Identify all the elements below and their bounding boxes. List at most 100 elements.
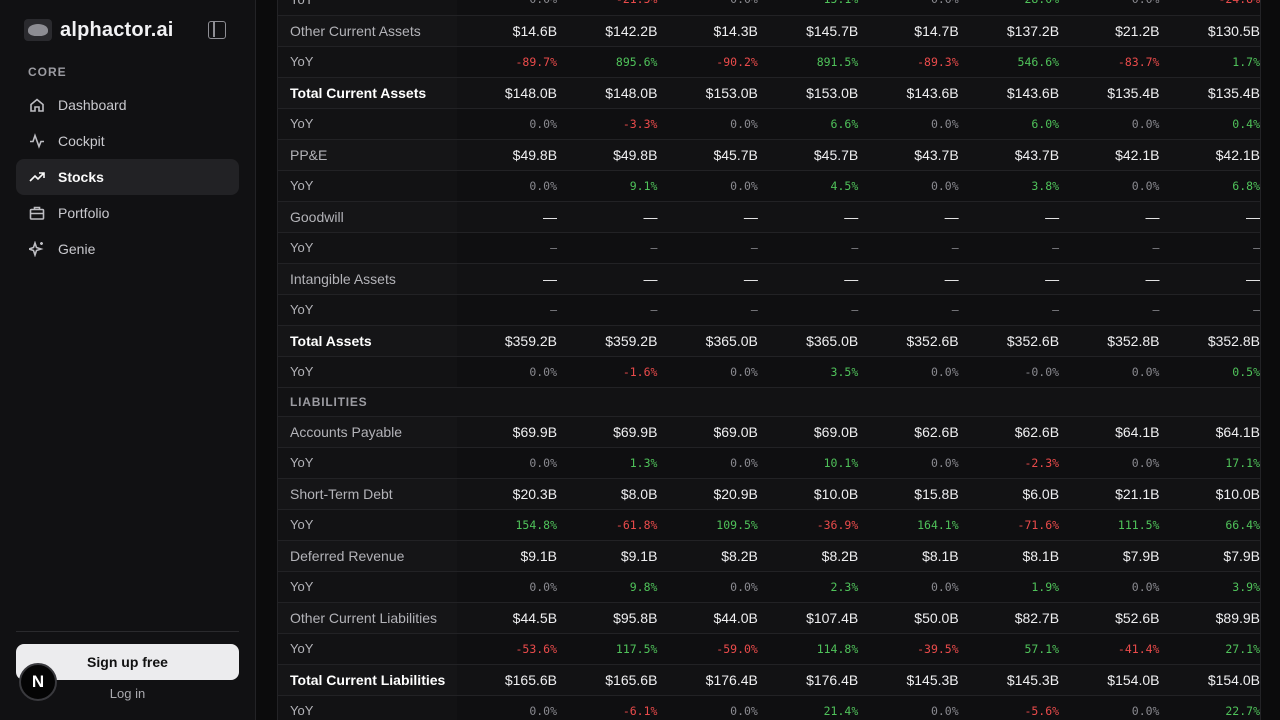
yoy-row: YoY 0.0% 9.1% 0.0% 4.5% 0.0% 3.8% 0.0% 6.8% xyxy=(278,170,1260,202)
sidebar-item-stocks[interactable]: Stocks xyxy=(16,159,239,195)
yoy-cell: — xyxy=(1159,294,1260,326)
value-cell: $145.3B xyxy=(958,664,1060,696)
value-cell: $82.7B xyxy=(958,602,1060,634)
yoy-cell: 0.0% xyxy=(456,447,558,479)
yoy-cell: 3.9% xyxy=(1159,571,1260,603)
yoy-cell: 114.8% xyxy=(757,633,859,665)
yoy-cell: 9.1% xyxy=(557,170,658,202)
value-cell: $44.5B xyxy=(456,602,558,634)
value-cell: $352.6B xyxy=(858,325,959,357)
value-cell: — xyxy=(1159,263,1260,295)
yoy-cell: 0.0% xyxy=(657,108,758,140)
value-cell: — xyxy=(858,263,959,295)
yoy-cell: 1.7% xyxy=(1159,46,1260,78)
yoy-cell: 3.8% xyxy=(958,170,1060,202)
yoy-cell: -2.3% xyxy=(958,447,1060,479)
sidebar-item-genie[interactable]: Genie xyxy=(16,231,239,267)
yoy-cell: — xyxy=(1059,232,1160,264)
table-row: Total Assets $359.2B $359.2B $365.0B $365.0B… xyxy=(278,325,1260,357)
yoy-cell: 6.8% xyxy=(1159,170,1260,202)
yoy-row: YoY — — — — — — — — xyxy=(278,232,1260,264)
value-cell: $145.3B xyxy=(858,664,959,696)
yoy-cell: 0.4% xyxy=(1159,108,1260,140)
yoy-cell: 111.5% xyxy=(1059,509,1160,541)
sidebar-item-label: Cockpit xyxy=(58,133,105,149)
yoy-row: YoY 0.0% -6.1% 0.0% 21.4% 0.0% -5.6% 0.0% 22.7% xyxy=(278,695,1260,720)
brand-name: alphactor.ai xyxy=(60,18,174,41)
yoy-cell: -5.6% xyxy=(958,695,1060,720)
sidebar-item-cockpit[interactable]: Cockpit xyxy=(16,123,239,159)
table-row: Total Current Liabilities $165.6B $165.6B $… xyxy=(278,664,1260,696)
value-cell: $153.0B xyxy=(757,77,859,109)
yoy-cell: 22.7% xyxy=(1159,695,1260,720)
collapse-sidebar-icon[interactable] xyxy=(208,21,226,39)
value-cell: $7.9B xyxy=(1059,540,1160,572)
value-cell: $165.6B xyxy=(557,664,658,696)
yoy-cell: — xyxy=(1159,232,1260,264)
yoy-cell: 0.0% xyxy=(657,695,758,720)
value-cell: $135.4B xyxy=(1059,77,1160,109)
yoy-cell: 0.0% xyxy=(456,571,558,603)
value-cell: $8.2B xyxy=(757,540,859,572)
row-label: YoY xyxy=(278,695,457,720)
table-row: Other Current Liabilities $44.5B $95.8B $44… xyxy=(278,602,1260,634)
table-row: Other Current Assets $14.6B $142.2B $14.3B $… xyxy=(278,15,1260,47)
yoy-cell: -36.9% xyxy=(757,509,859,541)
balance-sheet-table: YoY0.0%-21.5%0.0%15.1%0.0%28.0%0.0%-24.8… xyxy=(278,0,1260,720)
yoy-cell: — xyxy=(858,294,959,326)
row-label: Accounts Payable xyxy=(278,416,457,448)
yoy-cell: 117.5% xyxy=(557,633,658,665)
value-cell: $69.9B xyxy=(557,416,658,448)
row-label: Total Current Liabilities xyxy=(278,664,457,696)
table-row: Short-Term Debt $20.3B $8.0B $20.9B $10.0B $1… xyxy=(278,478,1260,510)
yoy-cell: -89.3% xyxy=(858,46,959,78)
value-cell: $62.6B xyxy=(958,416,1060,448)
sidebar-divider xyxy=(16,631,239,632)
value-cell: $143.6B xyxy=(858,77,959,109)
yoy-cell: 0.0% xyxy=(1059,571,1160,603)
yoy-cell: -71.6% xyxy=(958,509,1060,541)
value-cell: — xyxy=(456,263,558,295)
value-cell: $21.2B xyxy=(1059,15,1160,47)
value-cell: $64.1B xyxy=(1059,416,1160,448)
yoy-cell: -61.8% xyxy=(557,509,658,541)
yoy-cell: 0.0% xyxy=(657,447,758,479)
value-cell: — xyxy=(757,201,859,233)
value-cell: $365.0B xyxy=(757,325,859,357)
value-cell: $165.6B xyxy=(456,664,558,696)
yoy-cell: -89.7% xyxy=(456,46,558,78)
value-cell: $62.6B xyxy=(858,416,959,448)
row-label: Other Current Assets xyxy=(278,15,457,47)
row-label: Other Current Liabilities xyxy=(278,602,457,634)
yoy-cell: — xyxy=(757,294,859,326)
value-cell: $52.6B xyxy=(1059,602,1160,634)
user-badge[interactable]: N xyxy=(19,663,57,701)
value-cell: $9.1B xyxy=(557,540,658,572)
yoy-cell: -90.2% xyxy=(657,46,758,78)
yoy-cell: 0.0% xyxy=(657,571,758,603)
value-cell: $45.7B xyxy=(757,139,859,171)
yoy-cell: 17.1% xyxy=(1159,447,1260,479)
yoy-cell: 0.0% xyxy=(456,170,558,202)
yoy-cell: 164.1% xyxy=(858,509,959,541)
value-cell: $352.6B xyxy=(958,325,1060,357)
yoy-row: YoY 0.0% 9.8% 0.0% 2.3% 0.0% 1.9% 0.0% 3.9% xyxy=(278,571,1260,603)
yoy-cell: 6.6% xyxy=(757,108,859,140)
financials-table-container[interactable]: YoY0.0%-21.5%0.0%15.1%0.0%28.0%0.0%-24.8… xyxy=(277,0,1260,720)
brand-logo-icon xyxy=(24,19,52,41)
login-link[interactable]: Log in xyxy=(109,686,146,701)
row-label: YoY xyxy=(278,170,457,202)
brand[interactable]: alphactor.ai xyxy=(24,16,174,44)
value-cell: $176.4B xyxy=(757,664,859,696)
yoy-cell: -3.3% xyxy=(557,108,658,140)
sidebar-item-dashboard[interactable]: Dashboard xyxy=(16,87,239,123)
nav-section-label: CORE xyxy=(28,65,67,79)
value-cell: $145.7B xyxy=(757,15,859,47)
yoy-row: YoY -53.6% 117.5% -59.0% 114.8% -39.5% 57.1% -4… xyxy=(278,633,1260,665)
yoy-cell: — xyxy=(958,232,1060,264)
yoy-row: YoY 0.0% 1.3% 0.0% 10.1% 0.0% -2.3% 0.0% 17.1% xyxy=(278,447,1260,479)
yoy-cell: 28.0% xyxy=(958,0,1060,16)
sidebar-item-portfolio[interactable]: Portfolio xyxy=(16,195,239,231)
row-label: Goodwill xyxy=(278,201,457,233)
value-cell: $15.8B xyxy=(858,478,959,510)
